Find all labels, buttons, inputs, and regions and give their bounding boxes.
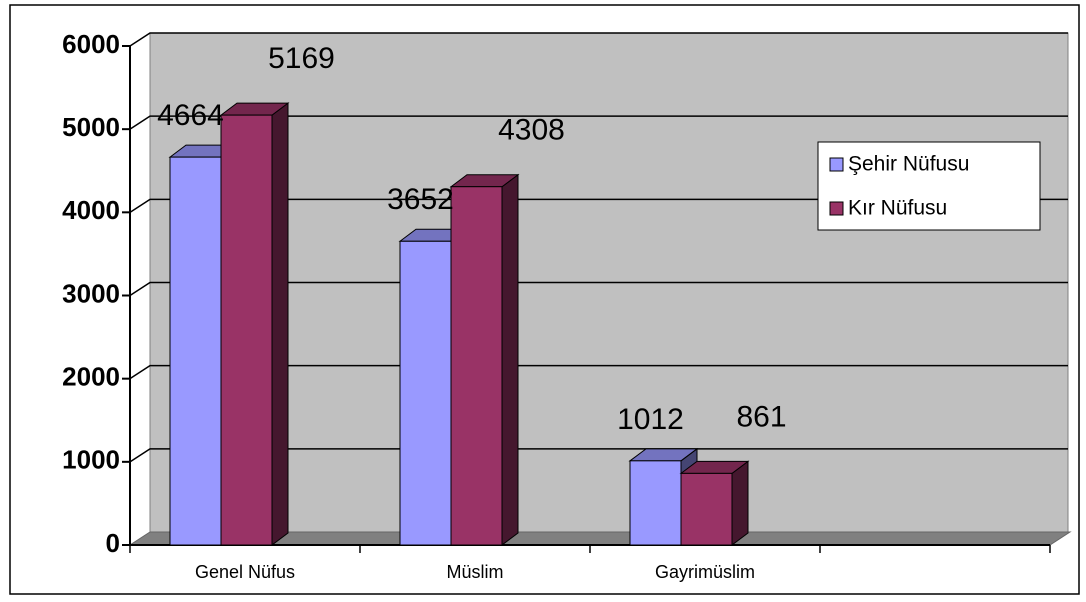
bar-front [629, 460, 682, 546]
data-label: 5169 [268, 42, 335, 75]
bar-front [399, 240, 452, 546]
grid-line [129, 364, 1068, 380]
data-label: 861 [736, 400, 786, 433]
y-tick-label: 4000 [62, 195, 120, 225]
legend-label: Kır Nüfusu [848, 197, 947, 220]
grid-line [129, 32, 1068, 47]
legend [817, 141, 1041, 231]
data-label: 1012 [617, 403, 684, 436]
bar-front [680, 472, 733, 546]
data-label: 3652 [387, 183, 454, 216]
legend-swatch [829, 157, 844, 172]
bar-front [450, 186, 503, 546]
legend-swatch [829, 201, 844, 216]
y-tick-label: 3000 [62, 278, 120, 308]
x-tick-label: Genel Nüfus [195, 562, 295, 582]
bar [219, 102, 290, 546]
bar-side [501, 173, 519, 546]
x-tick-label: Gayrimüslim [655, 562, 755, 582]
grid-line [129, 115, 1068, 130]
y-tick-label: 1000 [62, 445, 120, 475]
y-tick-label: 6000 [62, 29, 120, 59]
bar [679, 460, 750, 546]
bar-front [169, 156, 222, 546]
y-tick-label: 2000 [62, 362, 120, 392]
grid-line [129, 281, 1068, 297]
bar-side [271, 102, 289, 546]
legend-label: Şehir Nüfusu [848, 153, 969, 176]
grid-line [129, 198, 1068, 213]
y-tick-label: 0 [106, 528, 120, 558]
x-tick-label: Müslim [447, 562, 504, 582]
grid-line [129, 448, 1068, 463]
data-label: 4308 [498, 114, 565, 147]
bar-side [731, 460, 749, 546]
bar-front [220, 114, 273, 546]
data-label: 4664 [157, 99, 224, 132]
bar [449, 173, 520, 546]
y-tick-label: 5000 [62, 112, 120, 142]
